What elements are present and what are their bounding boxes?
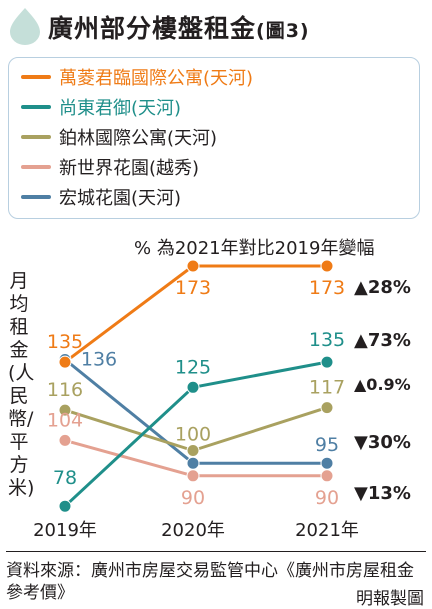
data-label: 117 (309, 377, 345, 399)
title-row: 廣州部分樓盤租金(圖3) (0, 0, 432, 50)
data-label: 136 (81, 349, 117, 371)
legend-swatch (21, 135, 51, 139)
change-label: ▲0.9% (354, 375, 411, 394)
title-main: 廣州部分樓盤租金 (48, 14, 257, 43)
data-label: 78 (53, 467, 77, 489)
change-header: % 為2021年對比2019年變幅 (134, 238, 375, 259)
data-point (186, 259, 200, 273)
data-point (58, 433, 72, 447)
change-label: ▲73% (354, 330, 411, 351)
data-label: 173 (309, 277, 345, 299)
x-tick-label: 2020年 (161, 520, 225, 541)
data-point (320, 401, 334, 415)
credit: 明報製圖 (356, 589, 424, 609)
legend-item: 鉑林國際公寓(天河) (21, 124, 217, 150)
page-title: 廣州部分樓盤租金(圖3) (48, 9, 310, 45)
data-label: 116 (47, 379, 83, 401)
data-point (186, 380, 200, 394)
legend-swatch (21, 75, 51, 79)
legend-item: 尚東君御(天河) (21, 94, 181, 120)
x-tick-label: 2019年 (33, 520, 97, 541)
teardrop-icon (10, 8, 40, 45)
legend-label: 尚東君御(天河) (59, 98, 182, 119)
legend-label: 萬菱君臨國際公寓(天河) (59, 68, 254, 89)
data-label: 90 (181, 487, 205, 509)
source-note: 資料來源：廣州市房屋交易監管中心《廣州市房屋租金參考價》 (6, 561, 414, 603)
y-axis-label: 月均租金(人民幣/平方米) (8, 270, 35, 499)
legend-label: 鉑林國際公寓(天河) (59, 128, 218, 149)
data-point (186, 444, 200, 457)
change-label: ▼30% (354, 432, 411, 453)
data-point (58, 499, 72, 513)
change-label: ▲28% (354, 277, 411, 298)
legend: 萬菱君臨國際公寓(天河) 尚東君御(天河) 鉑林國際公寓(天河) 新世界花園(越秀) 宏… (8, 57, 420, 219)
data-point (58, 403, 72, 417)
legend-label: 新世界花園(越秀) (59, 158, 200, 179)
data-point (186, 456, 200, 470)
data-point (320, 469, 334, 483)
legend-label: 宏城花園(天河) (59, 188, 182, 209)
data-label: 100 (175, 424, 211, 446)
data-label: 104 (47, 409, 83, 431)
data-point (58, 355, 72, 369)
data-label: 90 (315, 487, 339, 509)
legend-swatch (21, 105, 51, 109)
change-label: ▼13% (354, 483, 411, 504)
data-label: 135 (309, 329, 345, 351)
footer-divider (6, 551, 426, 552)
data-point (320, 259, 334, 273)
data-label: 125 (175, 356, 211, 378)
data-point (186, 469, 200, 483)
legend-item: 宏城花園(天河) (21, 184, 181, 210)
data-point (320, 355, 334, 369)
title-figure-number: (圖3) (256, 20, 310, 42)
data-point (320, 456, 334, 470)
data-label: 173 (175, 277, 211, 299)
legend-item: 萬菱君臨國際公寓(天河) (21, 64, 253, 90)
legend-item: 新世界花園(越秀) (21, 154, 199, 180)
legend-swatch (21, 165, 51, 169)
data-label: 135 (47, 331, 83, 353)
data-label: 95 (315, 434, 339, 456)
legend-swatch (21, 195, 51, 199)
x-tick-label: 2021年 (295, 520, 359, 541)
